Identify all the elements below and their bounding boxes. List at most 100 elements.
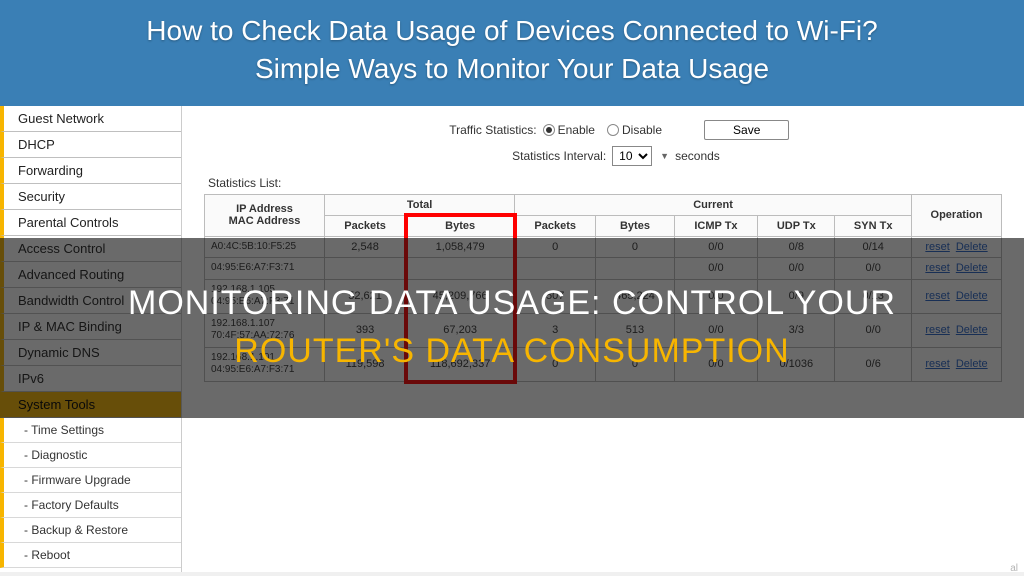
delete-link[interactable]: Delete [956, 358, 988, 370]
cell-total-bytes [406, 258, 515, 280]
radio-enable-label: Enable [558, 123, 595, 137]
cell-cur-packets: 3 [515, 313, 596, 347]
delete-link[interactable]: Delete [956, 290, 988, 302]
chevron-down-icon: ▼ [660, 151, 669, 161]
save-button[interactable]: Save [704, 120, 789, 140]
col-ip-mac: IP AddressMAC Address [205, 194, 325, 236]
cell-udp: 0/1036 [758, 347, 835, 381]
sidebar-item-dynamic-dns[interactable]: Dynamic DNS [0, 340, 181, 366]
cell-ip-mac: 192.168.1.10504:95:E6:A7:F3:71 [205, 279, 325, 313]
col-bytes: Bytes [406, 215, 515, 236]
cell-cur-bytes: 0 [596, 347, 674, 381]
sidebar-item-bandwidth-control[interactable]: Bandwidth Control [0, 288, 181, 314]
col-bytes: Bytes [596, 215, 674, 236]
col-syn-tx: SYN Tx [835, 215, 912, 236]
cell-syn: 0/0 [835, 258, 912, 280]
sidebar: Guest NetworkDHCPForwardingSecurityParen… [0, 106, 182, 572]
cell-ip-mac: 04:95:E6:A7:F3:71 [205, 258, 325, 280]
cell-total-packets: 393 [325, 313, 406, 347]
cell-total-packets [325, 258, 406, 280]
sidebar-item-access-control[interactable]: Access Control [0, 236, 181, 262]
cell-icmp: 0/0 [674, 236, 758, 258]
sidebar-item-dhcp[interactable]: DHCP [0, 132, 181, 158]
sidebar-item-advanced-routing[interactable]: Advanced Routing [0, 262, 181, 288]
cell-cur-bytes: 513 [596, 313, 674, 347]
cell-cur-packets: 0 [515, 236, 596, 258]
col-packets: Packets [325, 215, 406, 236]
cell-operation: reset Delete [912, 279, 1002, 313]
main-panel: Traffic Statistics: Enable Disable Save … [182, 106, 1024, 572]
colgroup-current: Current [515, 194, 912, 215]
statistics-list-label: Statistics List: [208, 176, 1002, 190]
page-title: How to Check Data Usage of Devices Conne… [10, 12, 1014, 88]
sidebar-subitem[interactable]: - Time Settings [0, 418, 181, 443]
sidebar-subitem[interactable]: - Diagnostic [0, 443, 181, 468]
cell-syn: 0/13 [835, 279, 912, 313]
watermark: al [1010, 563, 1018, 574]
col-packets: Packets [515, 215, 596, 236]
reset-link[interactable]: reset [925, 324, 949, 336]
cell-icmp: 0/0 [674, 279, 758, 313]
cell-total-bytes: 118,692,337 [406, 347, 515, 381]
radio-disable[interactable]: Disable [607, 123, 662, 137]
reset-link[interactable]: reset [925, 290, 949, 302]
cell-total-packets: 119,598 [325, 347, 406, 381]
sidebar-item-forwarding[interactable]: Forwarding [0, 158, 181, 184]
cell-total-bytes: 45,209,766 [406, 279, 515, 313]
cell-total-bytes: 1,058,479 [406, 236, 515, 258]
controls: Traffic Statistics: Enable Disable Save … [417, 120, 790, 166]
h-addr-1: IP Address [236, 203, 293, 215]
title-line1: How to Check Data Usage of Devices Conne… [146, 15, 877, 46]
reset-link[interactable]: reset [925, 358, 949, 370]
sidebar-item-parental-controls[interactable]: Parental Controls [0, 210, 181, 236]
sidebar-subitem[interactable]: - Reboot [0, 543, 181, 568]
sidebar-item-security[interactable]: Security [0, 184, 181, 210]
sidebar-item-system-tools[interactable]: System Tools [0, 392, 181, 418]
sidebar-item-guest-network[interactable]: Guest Network [0, 106, 181, 132]
reset-link[interactable]: reset [925, 262, 949, 274]
cell-cur-packets: 507 [515, 279, 596, 313]
cell-cur-packets: 0 [515, 347, 596, 381]
col-icmp-tx: ICMP Tx [674, 215, 758, 236]
cell-operation: reset Delete [912, 313, 1002, 347]
cell-syn: 0/6 [835, 347, 912, 381]
cell-total-packets: 2,548 [325, 236, 406, 258]
table-row: 192.168.1.10770:4F:57:AA:72:7639367,2033… [205, 313, 1002, 347]
cell-operation: reset Delete [912, 236, 1002, 258]
cell-icmp: 0/0 [674, 313, 758, 347]
cell-cur-bytes: 465,224 [596, 279, 674, 313]
col-udp-tx: UDP Tx [758, 215, 835, 236]
cell-cur-bytes: 0 [596, 236, 674, 258]
statistics-table: IP AddressMAC Address Total Current Oper… [204, 194, 1002, 382]
radio-dot-icon [607, 124, 619, 136]
reset-link[interactable]: reset [925, 241, 949, 253]
cell-icmp: 0/0 [674, 258, 758, 280]
interval-select[interactable]: 10 [612, 146, 652, 166]
cell-operation: reset Delete [912, 258, 1002, 280]
col-operation: Operation [912, 194, 1002, 236]
cell-cur-packets [515, 258, 596, 280]
cell-udp: 0/8 [758, 236, 835, 258]
cell-udp: 3/3 [758, 313, 835, 347]
table-row: 04:95:E6:A7:F3:710/00/00/0resetDelete [205, 258, 1002, 280]
cell-cur-bytes [596, 258, 674, 280]
delete-link[interactable]: Delete [956, 241, 988, 253]
radio-disable-label: Disable [622, 123, 662, 137]
title-line2: Simple Ways to Monitor Your Data Usage [255, 53, 769, 84]
radio-enable[interactable]: Enable [543, 123, 595, 137]
sidebar-item-ipv6[interactable]: IPv6 [0, 366, 181, 392]
delete-link[interactable]: Delete [956, 262, 988, 274]
sidebar-item-ip-mac-binding[interactable]: IP & MAC Binding [0, 314, 181, 340]
interval-unit: seconds [675, 149, 720, 163]
sidebar-subitem[interactable]: - Firmware Upgrade [0, 468, 181, 493]
delete-link[interactable]: Delete [956, 324, 988, 336]
cell-ip-mac: 192.168.1.10104:95:E6:A7:F3:71 [205, 347, 325, 381]
cell-syn: 0/14 [835, 236, 912, 258]
sidebar-subitem[interactable]: - Factory Defaults [0, 493, 181, 518]
cell-ip-mac: 192.168.1.10770:4F:57:AA:72:76 [205, 313, 325, 347]
router-admin-ui: Guest NetworkDHCPForwardingSecurityParen… [0, 106, 1024, 572]
table-row: 192.168.1.10104:95:E6:A7:F3:71119,598118… [205, 347, 1002, 381]
cell-udp: 0/9 [758, 279, 835, 313]
sidebar-subitem[interactable]: - Backup & Restore [0, 518, 181, 543]
cell-total-bytes: 67,203 [406, 313, 515, 347]
